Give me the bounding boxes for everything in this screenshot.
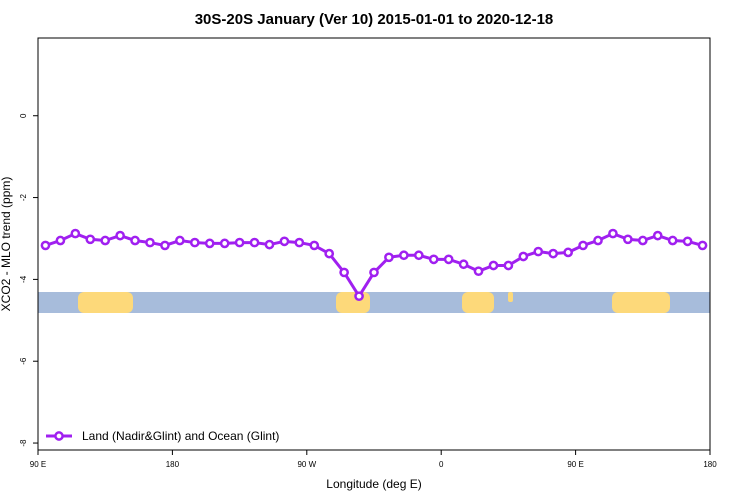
point <box>189 237 200 248</box>
point <box>637 235 648 246</box>
point <box>204 238 215 249</box>
point <box>399 250 409 261</box>
point <box>428 254 439 265</box>
point <box>518 251 529 262</box>
x-tick-label: 180 <box>166 460 180 469</box>
point <box>623 234 633 245</box>
point <box>413 250 424 261</box>
point <box>682 236 693 247</box>
point <box>145 237 155 248</box>
y-tick-label: -2 <box>19 193 28 201</box>
point <box>55 235 66 246</box>
y-tick-label: -4 <box>19 275 28 283</box>
y-tick-label: -6 <box>19 357 28 365</box>
point <box>264 239 275 250</box>
point <box>130 235 140 246</box>
point <box>608 228 618 239</box>
point <box>339 267 349 278</box>
point <box>384 252 394 263</box>
x-axis-label: Longitude (deg E) <box>326 477 421 491</box>
point <box>369 267 379 278</box>
y-tick-label: -8 <box>19 439 28 447</box>
series-line <box>44 231 703 299</box>
point <box>667 235 678 246</box>
point <box>219 238 230 249</box>
x-tick-label: 180 <box>703 460 717 469</box>
point <box>249 237 260 248</box>
point <box>563 247 573 258</box>
point <box>324 248 335 259</box>
point <box>443 254 454 265</box>
point <box>488 260 499 271</box>
x-tick-label: 0 <box>439 460 444 469</box>
land-ocean-strip <box>38 292 710 313</box>
land-patch <box>78 292 133 313</box>
land-patch <box>336 292 370 313</box>
y-axis-label: XCO2 - MLO trend (ppm) <box>0 177 13 312</box>
point <box>548 248 559 259</box>
point <box>294 237 305 248</box>
point <box>473 266 484 277</box>
plot-frame <box>37 37 711 451</box>
land-patch <box>612 292 670 313</box>
land-patch <box>462 292 494 313</box>
point <box>593 235 603 246</box>
point <box>533 246 544 257</box>
point <box>354 291 364 302</box>
point <box>85 234 96 245</box>
point <box>160 240 170 251</box>
legend-label: Land (Nadir&Glint) and Ocean (Glint) <box>82 429 279 443</box>
point <box>503 260 514 271</box>
ocean-strip <box>38 292 710 313</box>
point <box>279 236 290 247</box>
y-tick-label: 0 <box>19 113 28 118</box>
chart-title: 30S-20S January (Ver 10) 2015-01-01 to 2… <box>195 11 554 28</box>
point <box>652 230 663 241</box>
point <box>40 240 51 251</box>
point <box>309 240 320 251</box>
point <box>100 235 111 246</box>
x-tick-label: 90 W <box>297 460 316 469</box>
point <box>234 237 245 248</box>
point <box>115 230 125 241</box>
point <box>70 228 81 239</box>
x-tick-label: 90 E <box>567 460 583 469</box>
x-tick-label: 90 E <box>30 460 46 469</box>
legend-marker <box>54 431 64 441</box>
point <box>458 259 469 270</box>
land-patch <box>508 292 513 302</box>
point <box>697 240 708 251</box>
point <box>578 240 588 251</box>
point <box>175 235 185 246</box>
